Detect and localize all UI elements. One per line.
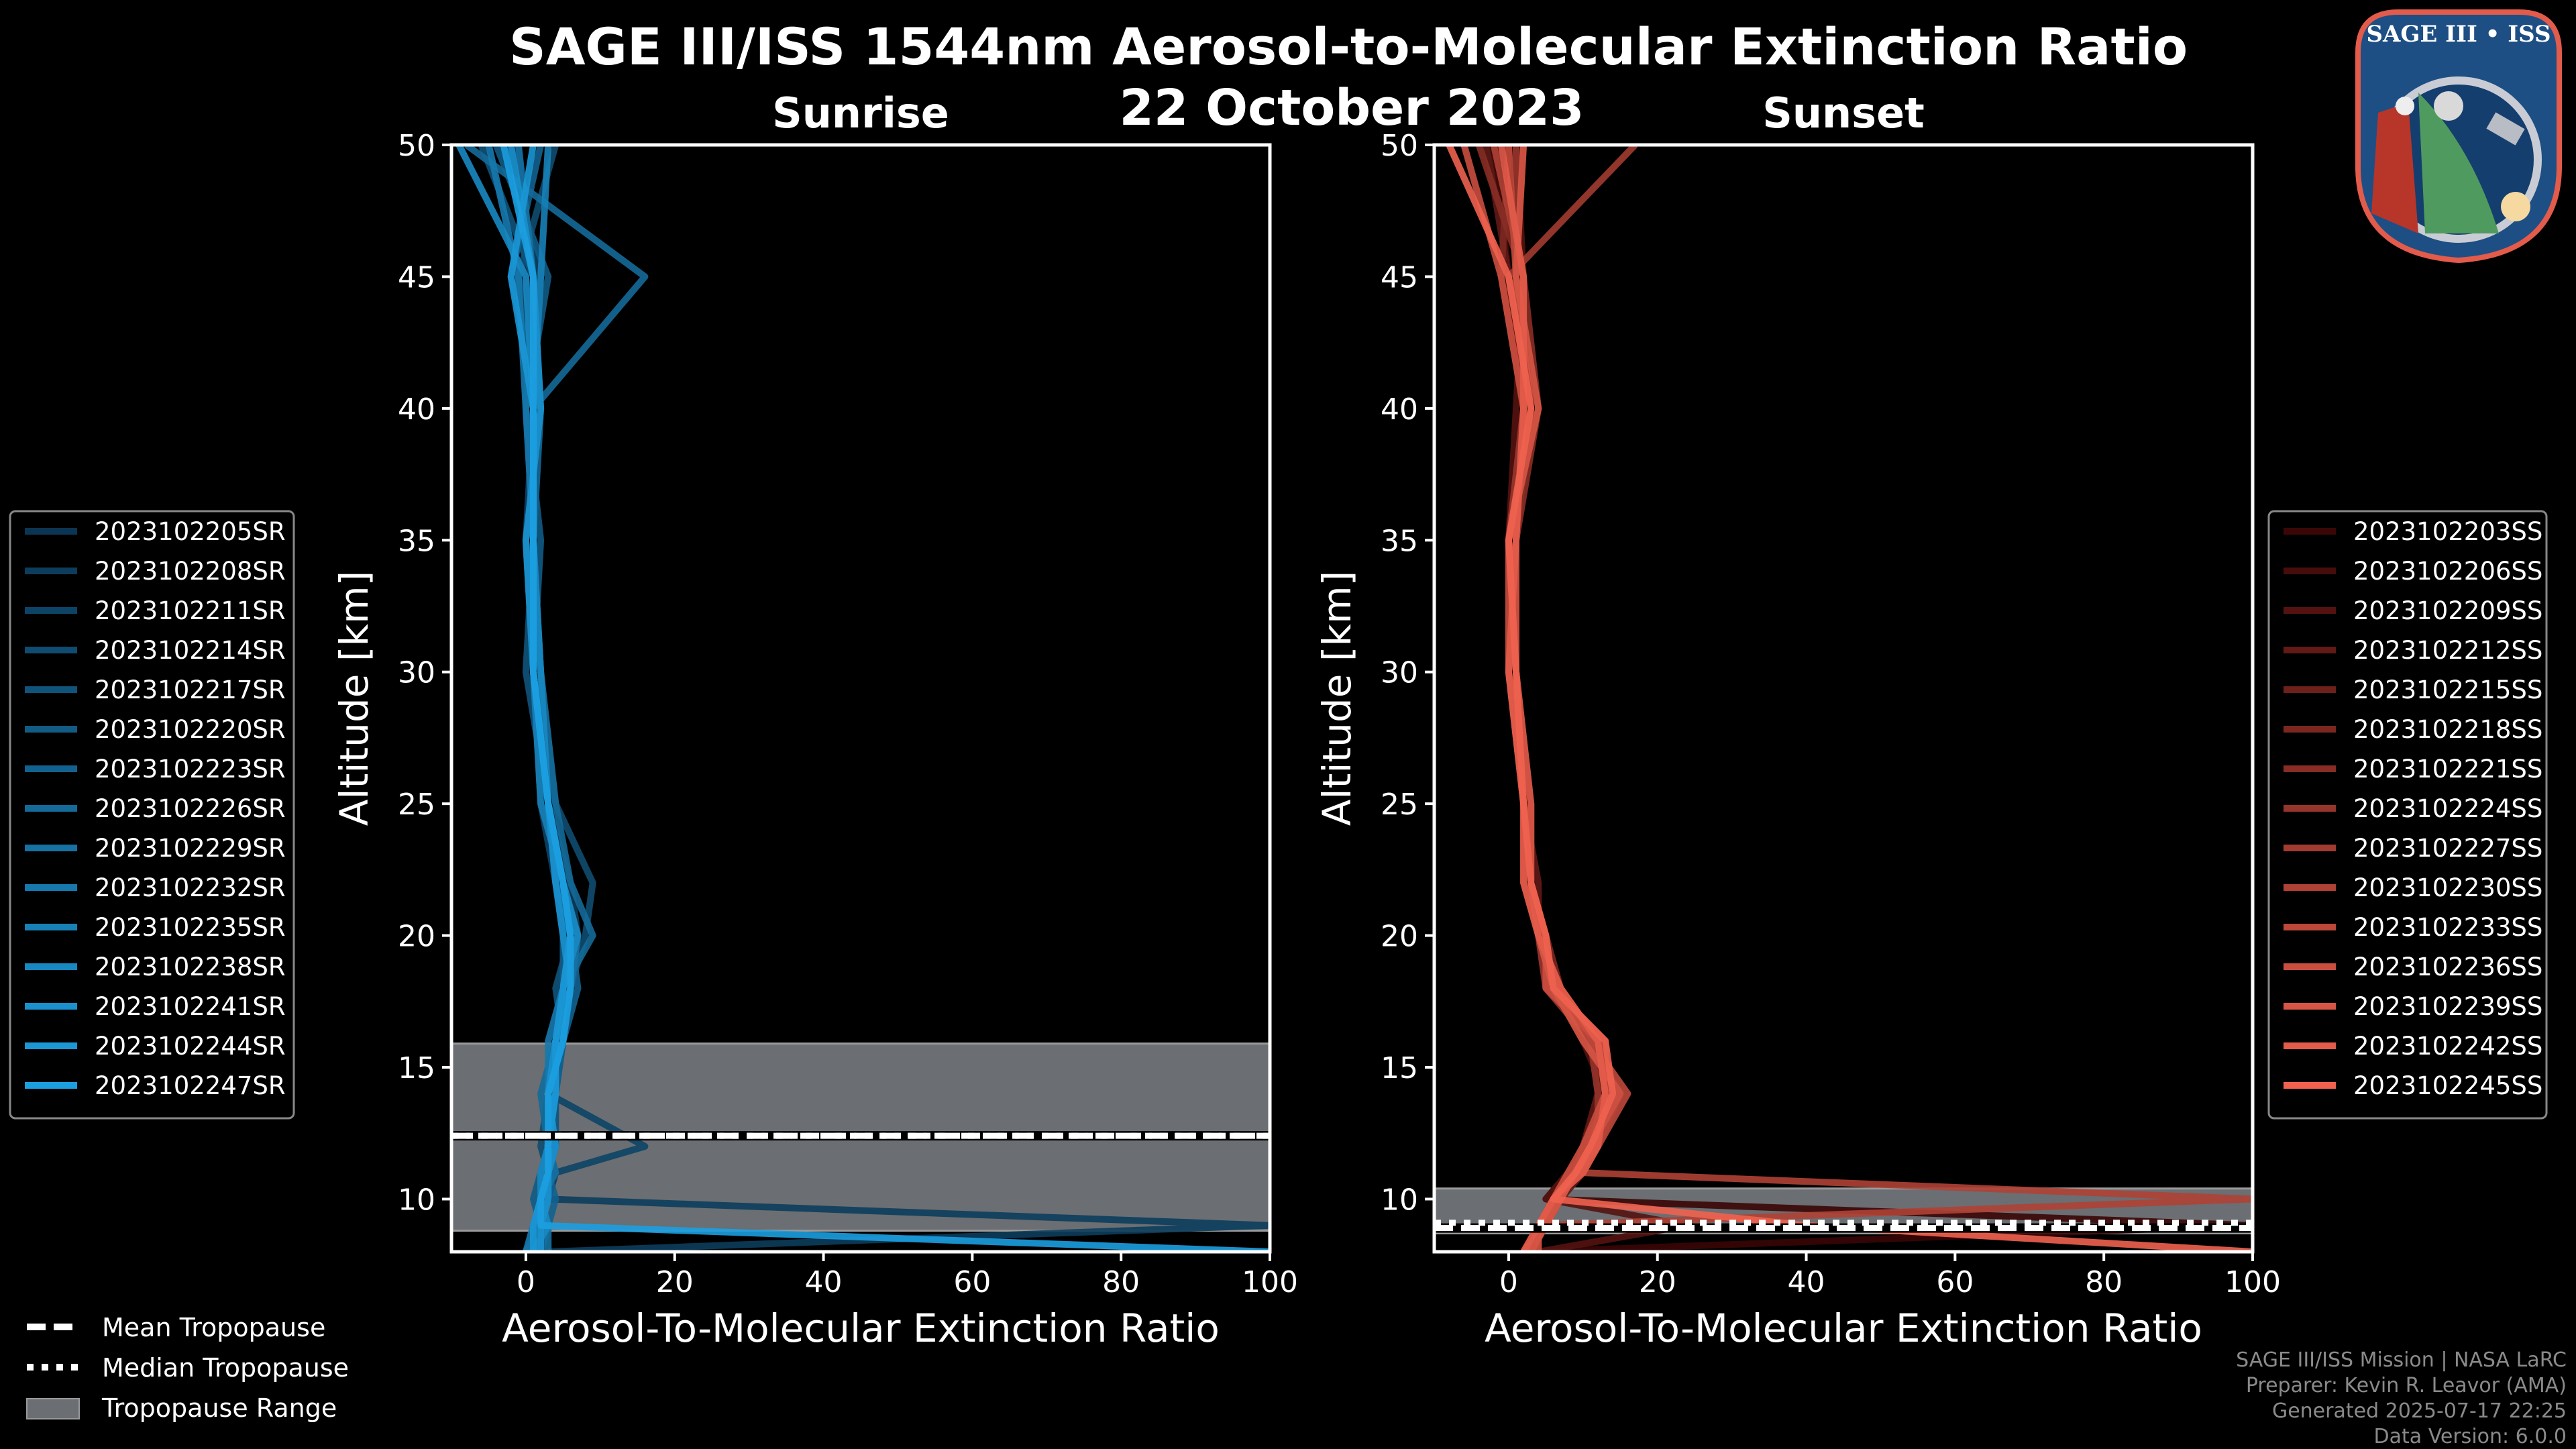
- y-tick-label: 45: [398, 260, 435, 294]
- legend-label: 2023102242SS: [2353, 1032, 2542, 1061]
- y-tick-label: 40: [1381, 392, 1418, 427]
- credit-generated: Generated 2025-07-17 22:25: [2272, 1399, 2567, 1423]
- y-tick-label: 50: [398, 129, 435, 163]
- y-tick-label: 25: [398, 788, 435, 822]
- legend-label: 2023102226SR: [95, 794, 286, 823]
- credits: SAGE III/ISS Mission | NASA LaRC Prepare…: [2236, 1348, 2567, 1448]
- sunrise-subtitle: Sunrise: [772, 89, 949, 138]
- y-tick-label: 10: [1381, 1183, 1418, 1217]
- y-tick-label: 45: [1381, 260, 1418, 294]
- x-axis-label: Aerosol-To-Molecular Extinction Ratio: [502, 1305, 1220, 1351]
- figure-title: SAGE III/ISS 1544nm Aerosol-to-Molecular…: [509, 17, 2188, 76]
- y-axis-label: Altitude [km]: [331, 571, 377, 826]
- legend-label: 2023102238SR: [95, 953, 286, 981]
- credit-preparer: Preparer: Kevin R. Leavor (AMA): [2246, 1374, 2567, 1397]
- legend-label: 2023102214SR: [95, 636, 286, 665]
- legend-label: 2023102239SS: [2353, 992, 2542, 1021]
- legend-label: 2023102203SS: [2353, 517, 2542, 546]
- legend-label: 2023102247SR: [95, 1071, 286, 1100]
- legend-label: 2023102229SR: [95, 834, 286, 863]
- sunrise-profiles: [455, 145, 1270, 1252]
- legend-label: 2023102224SS: [2353, 794, 2542, 823]
- legend-label: 2023102233SS: [2353, 913, 2542, 942]
- x-tick-label: 80: [2085, 1265, 2123, 1299]
- legend-label: 2023102217SR: [95, 676, 286, 704]
- legend-label: 2023102220SR: [95, 715, 286, 744]
- legend-label: 2023102209SS: [2353, 596, 2542, 625]
- legend-box: [2267, 510, 2548, 1120]
- legend-label: 2023102236SS: [2353, 953, 2542, 981]
- legend-label: 2023102227SS: [2353, 834, 2542, 863]
- y-tick-label: 50: [1381, 129, 1418, 163]
- x-axis-label: Aerosol-To-Molecular Extinction Ratio: [1485, 1305, 2202, 1351]
- profile-line-2023102247SR: [500, 145, 1270, 1252]
- y-axis-label: Altitude [km]: [1314, 571, 1360, 826]
- tropopause-legend: Mean Tropopause Median Tropopause Tropop…: [26, 1313, 349, 1423]
- y-tick-label: 20: [398, 920, 435, 954]
- legend-label: 2023102230SS: [2353, 873, 2542, 902]
- figure-date: 22 October 2023: [1119, 79, 1584, 137]
- mean-tropopause-label: Mean Tropopause: [102, 1313, 325, 1342]
- legend-label: 2023102212SS: [2353, 636, 2542, 665]
- legend-label: 2023102241SR: [95, 992, 286, 1021]
- legend-box: [9, 510, 295, 1120]
- sunset-subtitle: Sunset: [1762, 89, 1925, 138]
- legend-label: 2023102223SR: [95, 755, 286, 784]
- x-tick-label: 0: [517, 1265, 535, 1299]
- legend-label: 2023102205SR: [95, 517, 286, 546]
- y-tick-label: 15: [398, 1051, 435, 1085]
- y-tick-label: 30: [398, 656, 435, 690]
- y-tick-label: 15: [1381, 1051, 1418, 1085]
- legend-label: 2023102232SR: [95, 873, 286, 902]
- y-tick-label: 30: [1381, 656, 1418, 690]
- profile-line-2023102236SS: [1460, 145, 1609, 1252]
- legend-label: 2023102235SR: [95, 913, 286, 942]
- x-tick-label: 40: [1788, 1265, 1825, 1299]
- credit-version: Data Version: 6.0.0: [2374, 1425, 2567, 1448]
- profile-line-2023102245SS: [1446, 145, 2253, 1252]
- sunset-panel: Sunset 0 20 40 60 80 100 10 15 20 25 30 35 40 45 50 Aero…: [1314, 89, 2548, 1351]
- x-tick-label: 0: [1499, 1265, 1518, 1299]
- legend-label: 2023102215SS: [2353, 676, 2542, 704]
- legend-label: 2023102208SR: [95, 557, 286, 586]
- x-tick-label: 60: [1936, 1265, 1974, 1299]
- x-tick-label: 100: [2224, 1265, 2281, 1299]
- legend-label: 2023102245SS: [2353, 1071, 2542, 1100]
- x-tick-label: 20: [1639, 1265, 1676, 1299]
- y-tick-label: 25: [1381, 788, 1418, 822]
- legend-label: 2023102211SR: [95, 596, 286, 625]
- sage-iii-iss-mission-logo: SAGE III • ISS: [2355, 9, 2562, 264]
- sunset-legend: 2023102203SS 2023102206SS 2023102209SS 2023…: [2267, 510, 2548, 1120]
- sunrise-axes-frame: [449, 143, 1272, 1254]
- logo-title: SAGE III • ISS: [2366, 21, 2551, 48]
- y-tick-label: 35: [1381, 524, 1418, 558]
- legend-label: 2023102244SR: [95, 1032, 286, 1061]
- legend-label: 2023102218SS: [2353, 715, 2542, 744]
- sunset-axes-frame: [1432, 143, 2255, 1254]
- tropopause-range-label: Tropopause Range: [101, 1393, 337, 1423]
- x-tick-label: 60: [953, 1265, 991, 1299]
- tropopause-range-swatch: [26, 1398, 80, 1419]
- median-tropopause-label: Median Tropopause: [102, 1353, 349, 1383]
- y-tick-label: 10: [398, 1183, 435, 1217]
- x-tick-label: 20: [656, 1265, 694, 1299]
- credit-mission: SAGE III/ISS Mission | NASA LaRC: [2236, 1348, 2567, 1372]
- y-tick-label: 40: [398, 392, 435, 427]
- x-tick-label: 40: [805, 1265, 843, 1299]
- x-tick-label: 100: [1242, 1265, 1298, 1299]
- sunrise-panel: Sunrise 0 20 40 60 80 100 10 15 20 25 30 35 40 45 50 Aer…: [9, 89, 1298, 1351]
- y-tick-label: 20: [1381, 920, 1418, 954]
- sunrise-legend: 2023102205SR 2023102208SR 2023102211SR 2023…: [9, 510, 295, 1120]
- y-tick-label: 35: [398, 524, 435, 558]
- profile-line-2023102221SS: [1475, 145, 1617, 1252]
- legend-label: 2023102221SS: [2353, 755, 2542, 784]
- legend-label: 2023102206SS: [2353, 557, 2542, 586]
- sunset-profiles: [1446, 145, 2253, 1252]
- x-tick-label: 80: [1102, 1265, 1140, 1299]
